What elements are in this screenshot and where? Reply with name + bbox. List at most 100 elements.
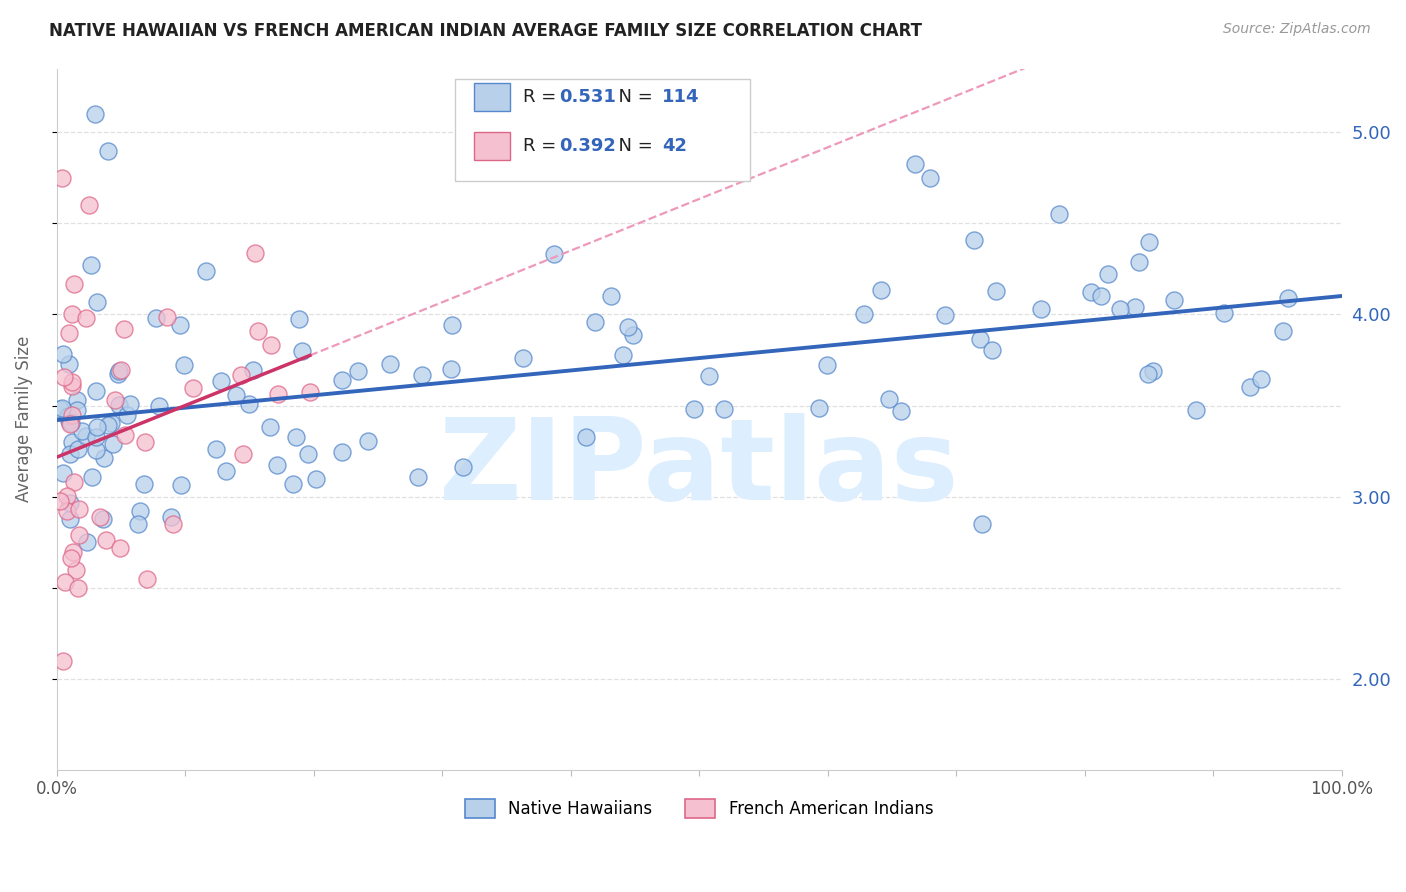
Point (159, 510, 181, 524)
Point (48, 493, 70, 508)
Text: 0.392: 0.392 (560, 136, 616, 154)
Point (59, 550, 82, 565)
Point (134, 434, 156, 449)
Point (66, 442, 89, 456)
Point (411, 368, 433, 382)
Point (283, 477, 305, 491)
Point (1128, 254, 1150, 268)
Point (60, 307, 83, 321)
Point (80, 470, 103, 484)
Point (134, 476, 156, 491)
Point (114, 428, 136, 442)
Point (267, 386, 290, 401)
Point (84, 430, 107, 444)
Point (291, 343, 314, 358)
Point (890, 404, 912, 418)
Point (59, 512, 82, 526)
Point (89, 510, 111, 524)
Point (621, 328, 644, 343)
Point (963, 233, 986, 247)
Point (242, 363, 264, 377)
Point (58, 358, 80, 372)
Point (66, 393, 89, 408)
Text: 114: 114 (662, 87, 699, 105)
Point (406, 470, 429, 484)
Point (97, 417, 120, 432)
Point (118, 397, 141, 411)
Point (110, 363, 132, 377)
Point (807, 401, 830, 415)
Text: ZIPatlas: ZIPatlas (439, 413, 959, 524)
Bar (474, 132, 510, 160)
Point (162, 516, 184, 531)
Text: R =: R = (523, 136, 562, 154)
Point (56, 504, 79, 518)
Point (62, 544, 84, 558)
Point (1250, 372, 1272, 386)
Point (63, 277, 86, 292)
Point (67, 502, 90, 516)
Text: Source: ZipAtlas.com: Source: ZipAtlas.com (1223, 22, 1371, 37)
Point (617, 320, 640, 334)
Point (91, 512, 114, 526)
Point (330, 445, 353, 459)
Point (156, 310, 179, 324)
Text: N =: N = (606, 136, 658, 154)
Point (852, 307, 875, 321)
Point (259, 420, 281, 434)
Point (453, 459, 475, 474)
Point (145, 310, 167, 325)
Point (1097, 267, 1119, 281)
Point (76, 535, 98, 549)
Point (1090, 289, 1112, 303)
Point (920, 170, 942, 185)
Point (107, 367, 129, 381)
FancyBboxPatch shape (456, 79, 751, 181)
Point (53, 369, 76, 384)
Point (58, 326, 80, 340)
Point (59, 447, 82, 461)
Point (347, 364, 370, 378)
Point (84, 107, 107, 121)
Point (63, 475, 86, 489)
Point (380, 357, 402, 371)
Point (101, 437, 124, 451)
Point (246, 324, 269, 338)
Point (194, 264, 217, 278)
Point (128, 504, 150, 518)
Point (100, 416, 122, 430)
Point (330, 373, 353, 387)
Point (583, 315, 606, 329)
Point (512, 351, 534, 366)
Point (51, 170, 73, 185)
Point (84, 384, 107, 399)
Point (612, 348, 634, 362)
Point (981, 343, 1004, 357)
Point (65, 563, 87, 577)
Point (683, 402, 706, 417)
Point (135, 572, 157, 586)
Point (80, 258, 103, 272)
Point (86, 295, 108, 310)
Point (108, 398, 131, 412)
Point (260, 338, 283, 352)
Point (1239, 380, 1261, 394)
Point (56, 409, 79, 423)
Point (75, 429, 97, 443)
Point (934, 308, 956, 322)
Point (287, 312, 309, 326)
Point (285, 429, 308, 443)
Point (232, 447, 254, 461)
Point (127, 517, 149, 532)
Point (1271, 325, 1294, 339)
Text: NATIVE HAWAIIAN VS FRENCH AMERICAN INDIAN AVERAGE FAMILY SIZE CORRELATION CHART: NATIVE HAWAIIAN VS FRENCH AMERICAN INDIA… (49, 22, 922, 40)
Point (904, 157, 927, 171)
Point (70, 424, 93, 438)
Point (107, 364, 129, 378)
Point (67, 581, 90, 595)
Point (231, 368, 253, 382)
Point (1047, 207, 1070, 221)
Point (76, 310, 98, 325)
Point (60, 375, 83, 389)
Point (60, 435, 83, 450)
